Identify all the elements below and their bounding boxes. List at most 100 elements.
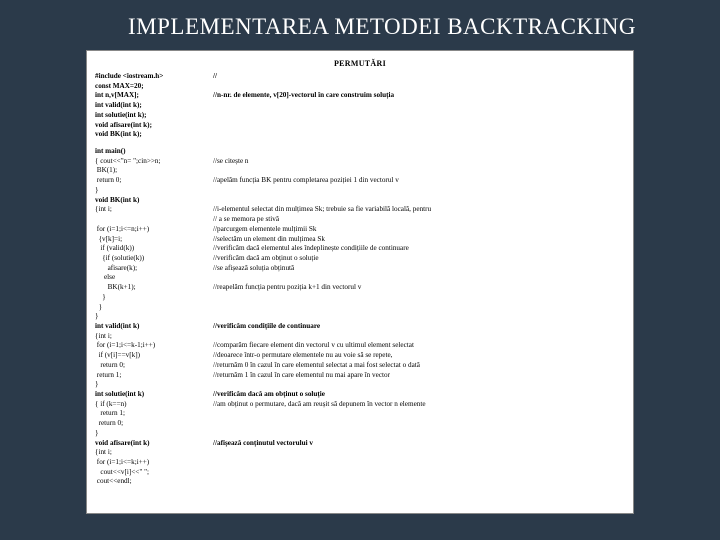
code-row: }	[95, 186, 625, 196]
comment-cell: //parcurgem elementele mulțimii Sk	[213, 225, 625, 235]
comment-cell: //deoarece într-o permutare elementele n…	[213, 351, 625, 361]
comment-cell: //comparăm fiecare element din vectorul …	[213, 341, 625, 351]
code-cell: int solutie(int k);	[95, 111, 213, 121]
code-row: if (v[i]==v[k])//deoarece într-o permuta…	[95, 351, 625, 361]
row-spacer	[95, 140, 625, 147]
code-row: // a se memora pe stivă	[95, 215, 625, 225]
comment-cell: //verificăm dacă am obținut o soluție	[213, 390, 625, 400]
code-row: for (i=1;i<=n;i++)//parcurgem elementele…	[95, 225, 625, 235]
code-cell: if (valid(k))	[95, 244, 213, 254]
code-row: BK(k+1);//reapelăm funcția pentru poziți…	[95, 283, 625, 293]
code-row: {int i;	[95, 448, 625, 458]
code-row: {if (solutie(k))//verificăm dacă am obți…	[95, 254, 625, 264]
code-cell: int valid(int k);	[95, 101, 213, 111]
code-row: int main()	[95, 147, 625, 157]
code-cell: void BK(int k)	[95, 196, 213, 206]
code-row: return 1;	[95, 409, 625, 419]
code-row: void afisare(int k);	[95, 121, 625, 131]
comment-cell: // a se memora pe stivă	[213, 215, 625, 225]
comment-cell: //returnăm 0 în cazul în care elementul …	[213, 361, 625, 371]
page-title: IMPLEMENTAREA METODEI BACKTRACKING	[0, 0, 720, 50]
code-cell: {v[k]=i;	[95, 235, 213, 245]
code-cell: else	[95, 273, 213, 283]
code-row: cout<<v[i]<<" ";	[95, 468, 625, 478]
code-cell: {int i;	[95, 332, 213, 342]
code-header: PERMUTĂRI	[95, 57, 625, 72]
code-cell: }	[95, 429, 213, 439]
comment-cell: //selectăm un element din mulțimea Sk	[213, 235, 625, 245]
code-row: int n,v[MAX];//n-nr. de elemente, v[20]-…	[95, 91, 625, 101]
code-row: { if (k==n)//am obținut o permutare, dac…	[95, 400, 625, 410]
code-row: int solutie(int k);	[95, 111, 625, 121]
comment-cell: //am obținut o permutare, dacă am reușit…	[213, 400, 625, 410]
code-row: return 0;//apelăm funcția BK pentru comp…	[95, 176, 625, 186]
code-row: return 0;//returnăm 0 în cazul în care e…	[95, 361, 625, 371]
code-row: return 0;	[95, 419, 625, 429]
code-cell: if (v[i]==v[k])	[95, 351, 213, 361]
code-cell: BK(1);	[95, 166, 213, 176]
code-cell: cout<<v[i]<<" ";	[95, 468, 213, 478]
code-cell: void afisare(int k)	[95, 439, 213, 449]
code-row: for (i=1;i<=k-1;i++)//comparăm fiecare e…	[95, 341, 625, 351]
comment-cell: //reapelăm funcția pentru poziția k+1 di…	[213, 283, 625, 293]
code-cell: void afisare(int k);	[95, 121, 213, 131]
code-cell: return 1;	[95, 371, 213, 381]
code-cell: for (i=1;i<=n;i++)	[95, 225, 213, 235]
code-cell: cout<<endl;	[95, 477, 213, 487]
code-row: if (valid(k))//verificăm dacă elementul …	[95, 244, 625, 254]
code-cell: }	[95, 312, 213, 322]
code-cell: for (i=1;i<=k;i++)	[95, 458, 213, 468]
code-row: cout<<endl;	[95, 477, 625, 487]
code-row: {v[k]=i;//selectăm un element din mulțim…	[95, 235, 625, 245]
code-cell: {int i;	[95, 205, 213, 215]
comment-cell: //n-nr. de elemente, v[20]-vectorul în c…	[213, 91, 625, 101]
code-cell: { if (k==n)	[95, 400, 213, 410]
code-row: int solutie(int k)//verificăm dacă am ob…	[95, 390, 625, 400]
code-cell: return 0;	[95, 176, 213, 186]
code-cell: }	[95, 186, 213, 196]
code-row: }	[95, 303, 625, 313]
code-cell: {int i;	[95, 448, 213, 458]
code-row: {int i;	[95, 332, 625, 342]
code-cell: afisare(k);	[95, 264, 213, 274]
code-row: void BK(int k)	[95, 196, 625, 206]
code-cell: return 0;	[95, 361, 213, 371]
code-row: }	[95, 380, 625, 390]
code-cell: int n,v[MAX];	[95, 91, 213, 101]
code-row: { cout<<"n= ";cin>>n;//se citește n	[95, 157, 625, 167]
code-row: const MAX=20;	[95, 82, 625, 92]
code-cell: { cout<<"n= ";cin>>n;	[95, 157, 213, 167]
code-row: for (i=1;i<=k;i++)	[95, 458, 625, 468]
code-row: BK(1);	[95, 166, 625, 176]
code-body: #include <iostream.h>//const MAX=20;int …	[95, 72, 625, 487]
code-cell: const MAX=20;	[95, 82, 213, 92]
code-cell: for (i=1;i<=k-1;i++)	[95, 341, 213, 351]
code-row: {int i;//i-elementul selectat din mulțim…	[95, 205, 625, 215]
code-row: void afisare(int k)//afișează conținutul…	[95, 439, 625, 449]
code-cell: return 1;	[95, 409, 213, 419]
code-row: else	[95, 273, 625, 283]
comment-cell: //	[213, 72, 625, 82]
code-cell: }	[95, 380, 213, 390]
comment-cell: //verificăm condițiile de continuare	[213, 322, 625, 332]
code-cell: {if (solutie(k))	[95, 254, 213, 264]
slide-container: IMPLEMENTAREA METODEI BACKTRACKING PERMU…	[0, 0, 720, 540]
code-panel: PERMUTĂRI #include <iostream.h>//const M…	[86, 50, 634, 514]
comment-cell: //verificăm dacă elementul ales îndeplin…	[213, 244, 625, 254]
code-row: }	[95, 429, 625, 439]
comment-cell: //i-elementul selectat din mulțimea Sk; …	[213, 205, 625, 215]
comment-cell: //se afișează soluția obținută	[213, 264, 625, 274]
code-cell: #include <iostream.h>	[95, 72, 213, 82]
code-cell: }	[95, 293, 213, 303]
code-row: int valid(int k);	[95, 101, 625, 111]
comment-cell: //afișează conținutul vectorului v	[213, 439, 625, 449]
code-cell: BK(k+1);	[95, 283, 213, 293]
code-row: }	[95, 293, 625, 303]
comment-cell: //apelăm funcția BK pentru completarea p…	[213, 176, 625, 186]
code-cell: int solutie(int k)	[95, 390, 213, 400]
code-cell: int valid(int k)	[95, 322, 213, 332]
code-row: void BK(int k);	[95, 130, 625, 140]
code-row: #include <iostream.h>//	[95, 72, 625, 82]
comment-cell: //returnăm 1 în cazul în care elementul …	[213, 371, 625, 381]
code-row: return 1;//returnăm 1 în cazul în care e…	[95, 371, 625, 381]
